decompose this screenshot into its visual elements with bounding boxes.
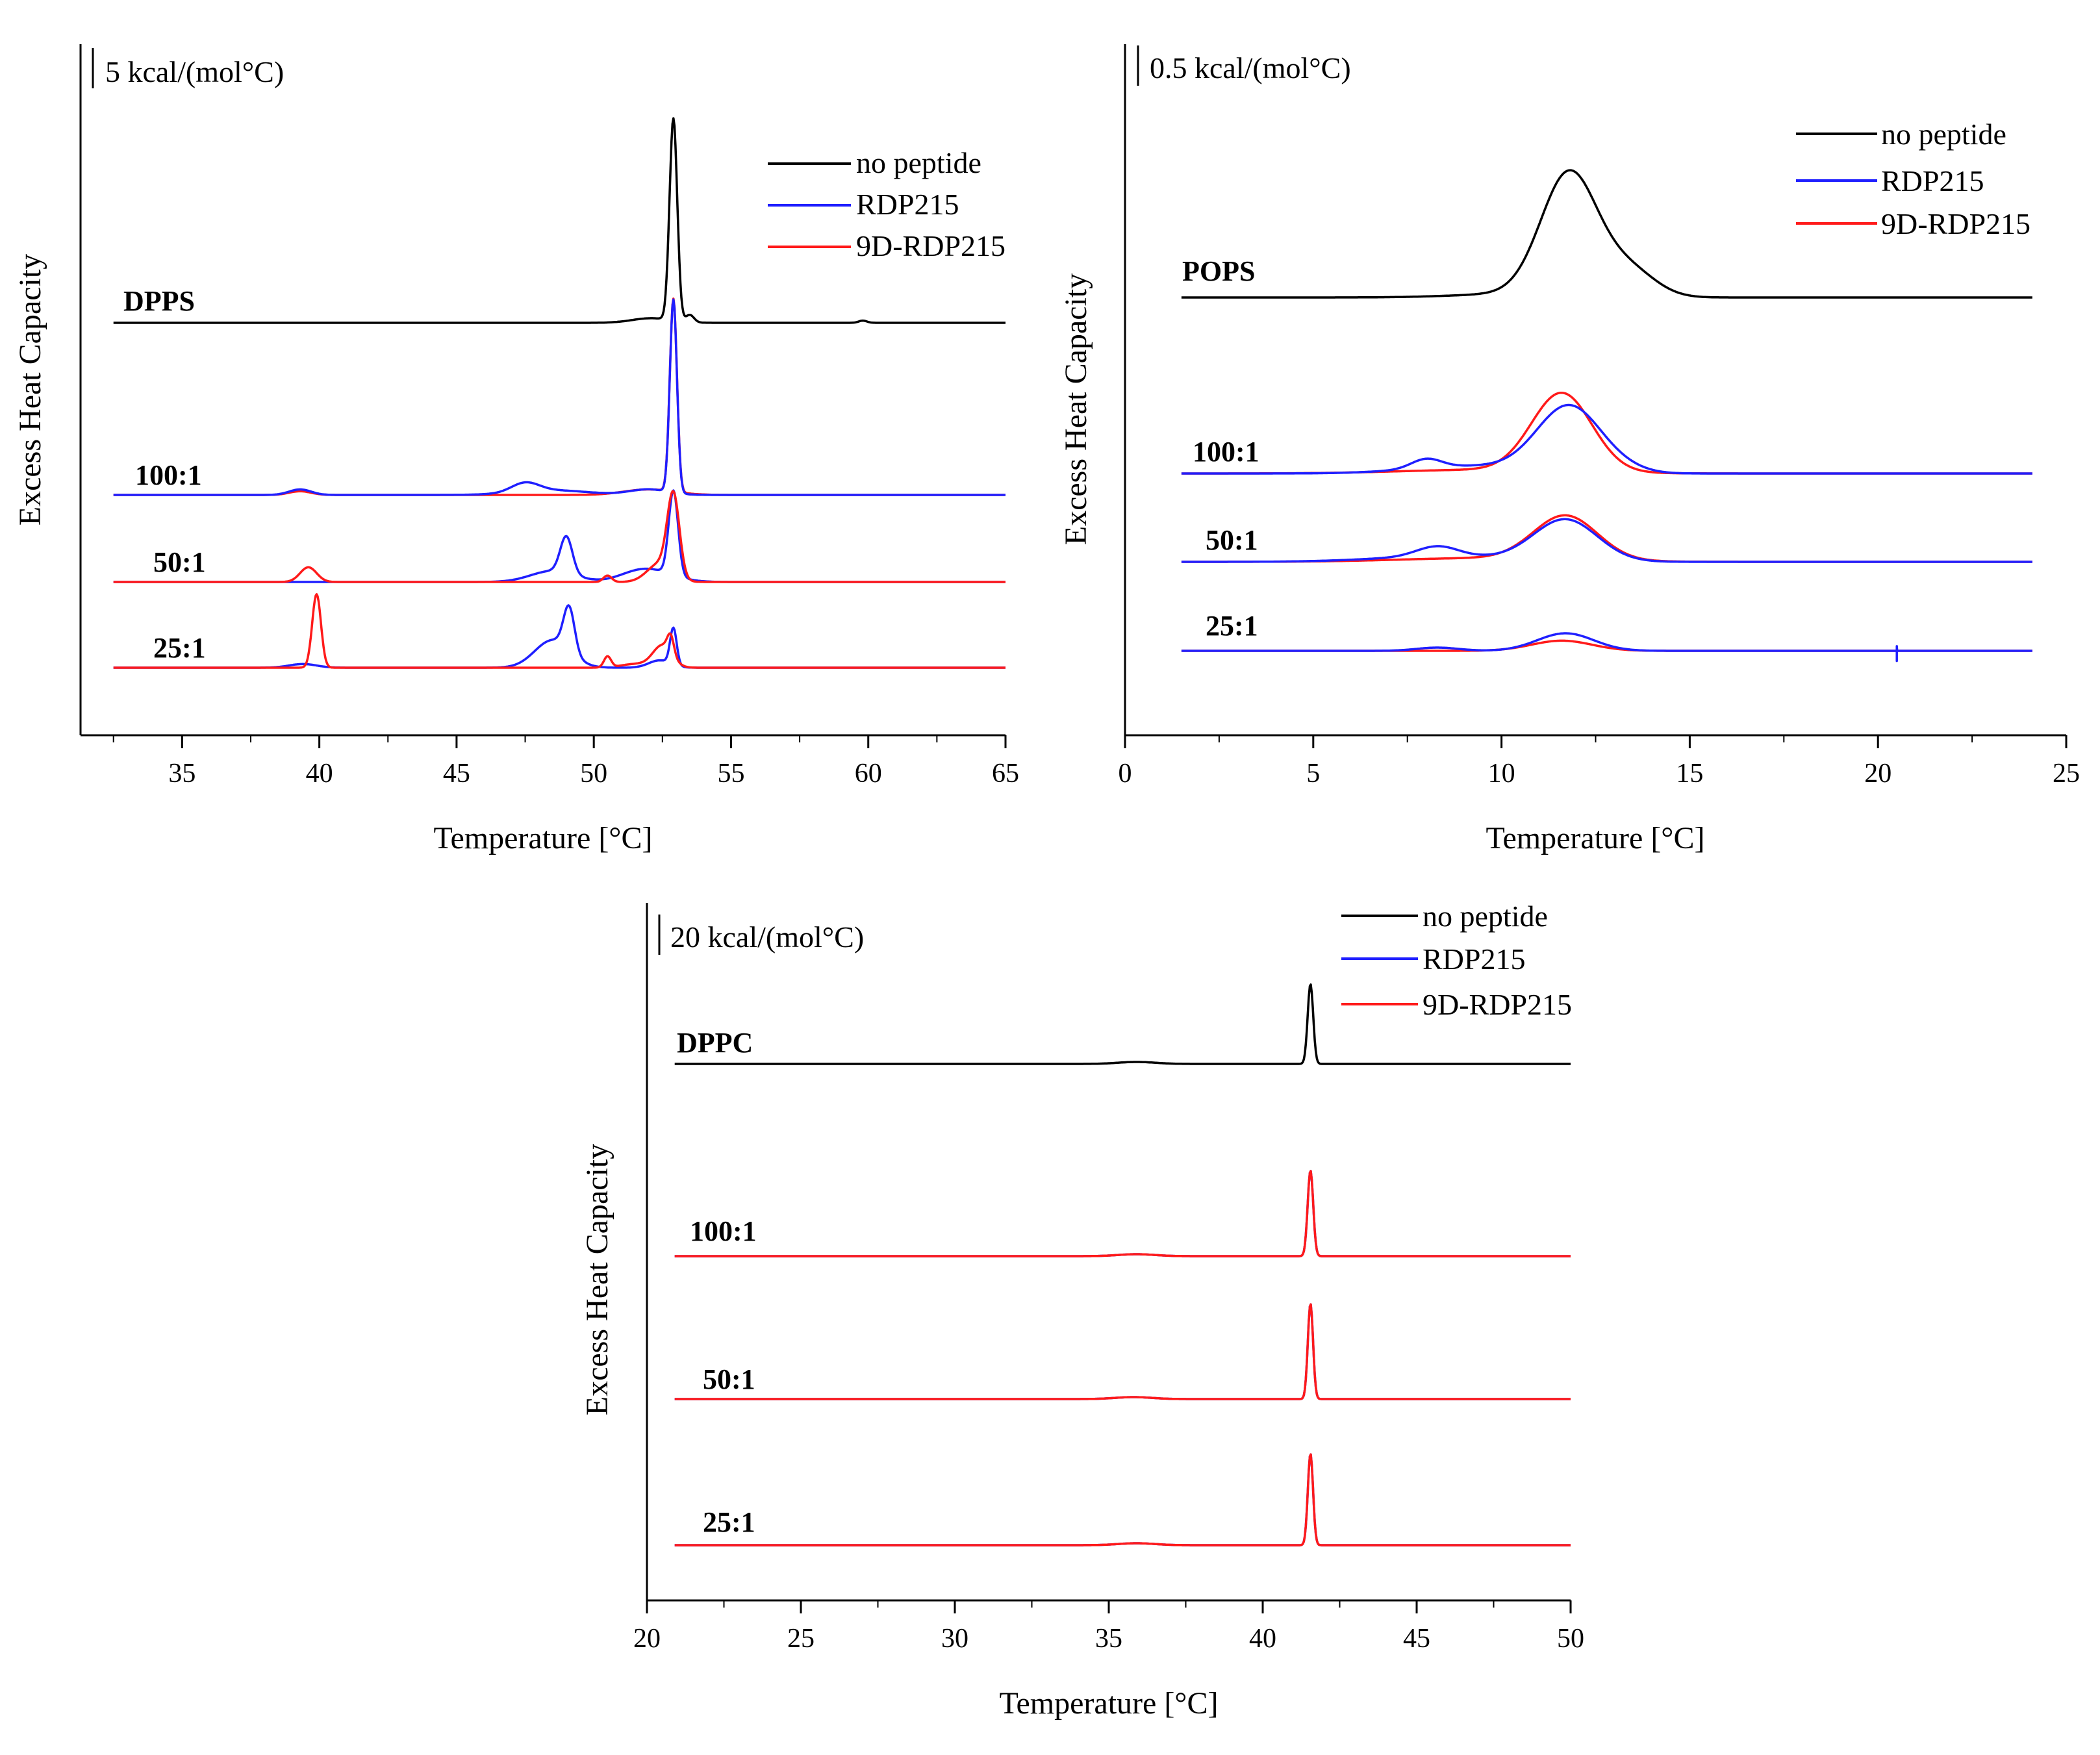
legend-label-no-peptide: no peptide bbox=[1881, 118, 2006, 151]
legend: no peptide RDP215 9D-RDP215 bbox=[1796, 118, 2030, 240]
scale-bar-label: 20 kcal/(mol°C) bbox=[670, 920, 864, 953]
curve-50-1-rdp215 bbox=[113, 489, 1006, 583]
legend-label-rdp215: RDP215 bbox=[856, 188, 959, 221]
sample-label-100-1: 100:1 bbox=[690, 1215, 757, 1247]
x-axis-title: Temperature [°C] bbox=[433, 821, 652, 855]
curve-50-1-rdp215 bbox=[1181, 518, 2033, 563]
x-tick-label: 15 bbox=[1676, 759, 1703, 789]
pops-panel: 0 5 10 15 20 25 0.5 kcal/(mol°C) Temperature … bbox=[1059, 44, 2080, 855]
sample-label-dpps: DPPS bbox=[123, 285, 195, 317]
curve-50-1-9d-rdp215 bbox=[1181, 514, 2033, 563]
sample-label-50-1: 50:1 bbox=[703, 1363, 755, 1395]
legend-label-9d-rdp215: 9D-RDP215 bbox=[856, 229, 1006, 262]
scale-bar-label: 5 kcal/(mol°C) bbox=[105, 55, 284, 88]
curve-25-1-9d-rdp215 bbox=[674, 1453, 1571, 1547]
x-tick-label: 45 bbox=[443, 759, 470, 789]
legend-label-9d-rdp215: 9D-RDP215 bbox=[1881, 207, 2030, 240]
sample-label-100-1: 100:1 bbox=[1193, 436, 1259, 468]
x-tick-label: 10 bbox=[1488, 759, 1515, 789]
curve-dpps-no-peptide bbox=[113, 117, 1006, 324]
curve-25-1-rdp215 bbox=[113, 604, 1006, 669]
x-tick-label: 5 bbox=[1306, 759, 1320, 789]
sample-label-25-1: 25:1 bbox=[703, 1506, 755, 1538]
curve-100-1-rdp215 bbox=[1181, 403, 2033, 475]
dppc-panel: 20 25 30 35 40 45 50 20 kcal/(mol°C) Temperatu… bbox=[580, 900, 1584, 1721]
curve-pops-no-peptide bbox=[1181, 169, 2033, 299]
x-tick-label: 65 bbox=[992, 759, 1019, 789]
scale-bar-label: 0.5 kcal/(mol°C) bbox=[1150, 51, 1351, 84]
curve-50-1-9d-rdp215 bbox=[113, 490, 1006, 583]
sample-label-25-1: 25:1 bbox=[1206, 610, 1258, 642]
sample-label-100-1: 100:1 bbox=[135, 459, 202, 491]
x-tick-label: 35 bbox=[168, 759, 196, 789]
x-axis-title: Temperature [°C] bbox=[999, 1686, 1218, 1721]
x-tick-label: 50 bbox=[580, 759, 607, 789]
x-tick-label: 45 bbox=[1403, 1624, 1430, 1654]
legend-label-no-peptide: no peptide bbox=[856, 146, 981, 179]
x-tick-label: 60 bbox=[855, 759, 882, 789]
sample-label-50-1: 50:1 bbox=[153, 546, 206, 578]
curve-dppc-no-peptide bbox=[674, 983, 1571, 1065]
curve-100-1-rdp215 bbox=[113, 298, 1006, 496]
curve-100-1-9d-rdp215 bbox=[1181, 391, 2033, 475]
curve-100-1-9d-rdp215 bbox=[113, 297, 1006, 496]
curve-50-1-rdp215 bbox=[674, 1303, 1571, 1400]
x-tick-label: 30 bbox=[941, 1624, 968, 1654]
curve-100-1-9d-rdp215 bbox=[674, 1170, 1571, 1257]
curve-25-1-rdp215 bbox=[674, 1453, 1571, 1547]
y-axis-title: Excess Heat Capacity bbox=[13, 254, 47, 526]
x-tick-label: 40 bbox=[306, 759, 333, 789]
curve-50-1-9d-rdp215 bbox=[674, 1303, 1571, 1400]
sample-label-pops: POPS bbox=[1182, 255, 1255, 287]
legend-label-9d-rdp215: 9D-RDP215 bbox=[1423, 988, 1572, 1021]
curve-25-1-9d-rdp215 bbox=[113, 593, 1006, 669]
y-axis-title: Excess Heat Capacity bbox=[580, 1144, 614, 1416]
x-tick-label: 25 bbox=[2053, 759, 2080, 789]
dpps-panel: 35 40 45 50 55 60 65 5 kcal/(mol°C) Temperatur… bbox=[13, 44, 1019, 855]
x-tick-label: 20 bbox=[633, 1624, 661, 1654]
x-tick-label: 55 bbox=[717, 759, 744, 789]
sample-label-50-1: 50:1 bbox=[1206, 524, 1258, 556]
x-axis-title: Temperature [°C] bbox=[1486, 821, 1704, 855]
x-tick-label: 20 bbox=[1864, 759, 1891, 789]
legend-label-no-peptide: no peptide bbox=[1423, 900, 1548, 933]
legend-label-rdp215: RDP215 bbox=[1423, 942, 1525, 976]
legend-label-rdp215: RDP215 bbox=[1881, 164, 1984, 197]
x-tick-label: 0 bbox=[1119, 759, 1132, 789]
x-tick-label: 25 bbox=[787, 1624, 815, 1654]
x-tick-label: 35 bbox=[1095, 1624, 1122, 1654]
legend: no peptide RDP215 9D-RDP215 bbox=[768, 146, 1006, 262]
sample-label-dppc: DPPC bbox=[677, 1027, 753, 1059]
x-tick-label: 40 bbox=[1249, 1624, 1276, 1654]
legend: no peptide RDP215 9D-RDP215 bbox=[1341, 900, 1572, 1021]
y-axis-title: Excess Heat Capacity bbox=[1059, 273, 1093, 546]
sample-label-25-1: 25:1 bbox=[153, 632, 206, 664]
x-tick-label: 50 bbox=[1557, 1624, 1584, 1654]
curve-100-1-rdp215 bbox=[674, 1170, 1571, 1257]
curve-25-1-rdp215 bbox=[1181, 632, 2033, 663]
